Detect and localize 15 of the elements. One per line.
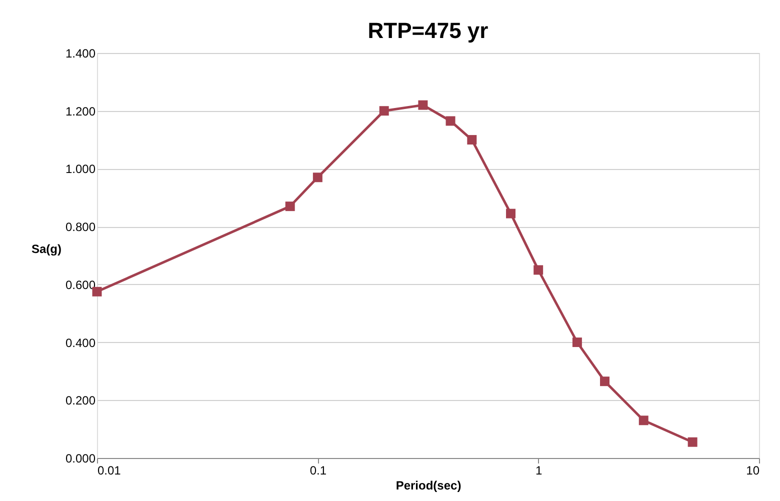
y-tick-label: 0.200 [65, 394, 96, 408]
y-axis-title: Sa(g) [31, 242, 62, 256]
y-tick-label: 0.400 [65, 336, 96, 350]
x-tick-label: 1 [535, 464, 542, 478]
y-tick-label: 1.000 [65, 162, 96, 176]
x-tick-label: 0.1 [310, 464, 327, 478]
y-tick-label: 1.400 [65, 46, 96, 60]
y-tick-label: 1.200 [65, 104, 96, 118]
y-tick-label: 0.800 [65, 220, 96, 234]
y-tick-label: 0.000 [65, 452, 96, 466]
x-tick-label: 10 [746, 464, 760, 478]
x-tick-label: 0.01 [98, 464, 122, 478]
x-axis-title: Period(sec) [396, 478, 462, 492]
y-tick-label: 0.600 [65, 278, 96, 292]
chart-title: RTP=475 yr [368, 18, 489, 43]
